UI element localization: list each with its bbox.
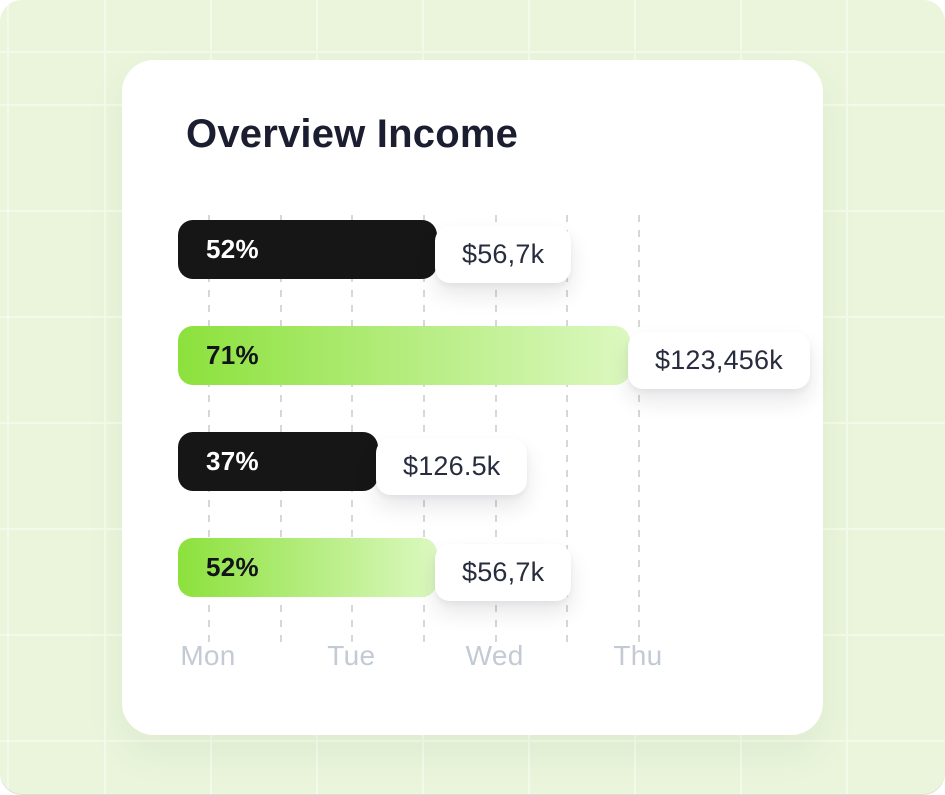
- value-badge-text: $56,7k: [462, 239, 545, 269]
- dashed-gridline: [423, 215, 425, 648]
- bar-percent-label: 71%: [206, 340, 259, 370]
- dashed-gridline: [208, 215, 210, 648]
- dark-bar[interactable]: 37%: [178, 432, 378, 491]
- dashed-gridline: [494, 215, 497, 648]
- x-axis: Mon Tue Wed Thu: [178, 640, 790, 674]
- bar-row: 71% $123,456k: [178, 326, 810, 390]
- dashed-gridline: [279, 215, 282, 648]
- dark-bar[interactable]: 52%: [178, 220, 437, 279]
- value-badge-text: $126.5k: [403, 451, 501, 481]
- dashed-gridline: [566, 215, 569, 648]
- value-badge-text: $123,456k: [655, 345, 783, 375]
- bar-row: 37% $126.5k: [178, 432, 790, 496]
- bar-percent-label: 52%: [206, 234, 259, 264]
- green-bar[interactable]: 52%: [178, 538, 437, 597]
- dashed-gridline: [638, 215, 641, 648]
- bar-percent-label: 52%: [206, 552, 259, 582]
- bar-row: 52% $56,7k: [178, 220, 790, 284]
- axis-label-thu: Thu: [613, 640, 663, 671]
- value-badge-text: $56,7k: [462, 557, 545, 587]
- bar-row: 52% $56,7k: [178, 538, 790, 602]
- value-badge: $123,456k: [628, 332, 810, 389]
- value-badge: $126.5k: [376, 438, 528, 495]
- value-badge: $56,7k: [435, 544, 572, 601]
- dashed-gridline: [351, 215, 354, 648]
- axis-label-tue: Tue: [327, 640, 376, 671]
- value-badge: $56,7k: [435, 226, 572, 283]
- green-bar[interactable]: 71%: [178, 326, 630, 385]
- income-bar-chart: 52% $56,7k 71% $123,456k 37% $126.5k 52% $56,7k…: [178, 215, 810, 715]
- overview-income-card: Overview Income 52% $56,7k 71% $123,456k 37%…: [122, 60, 823, 735]
- axis-label-wed: Wed: [465, 640, 524, 671]
- axis-label-mon: Mon: [180, 640, 236, 671]
- card-title: Overview Income: [186, 112, 519, 156]
- bar-percent-label: 37%: [206, 446, 259, 476]
